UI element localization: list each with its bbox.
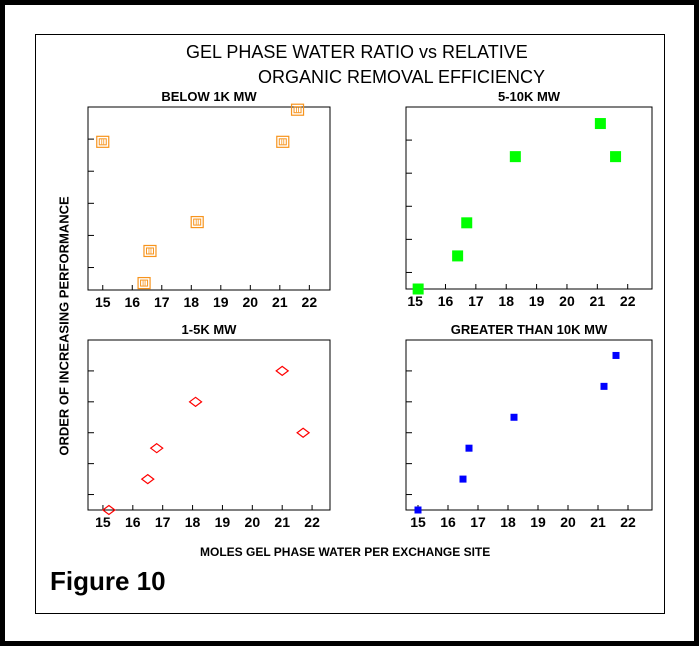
data-point	[190, 215, 204, 229]
chart-panel-2: 5-10K MW 15 16 17 18 19 20 21 22	[405, 89, 653, 309]
x-tick-label: 18	[500, 514, 516, 530]
data-point	[610, 151, 622, 163]
x-tick-label: 19	[530, 514, 546, 530]
data-point	[465, 444, 473, 452]
x-tick-label: 22	[304, 514, 320, 530]
x-tick-label: 18	[498, 293, 514, 309]
data-point	[143, 244, 157, 258]
x-tick-label: 15	[95, 514, 111, 530]
x-tick-label: 19	[529, 293, 545, 309]
x-tick-label: 22	[620, 293, 636, 309]
data-point	[459, 475, 467, 483]
x-tick-label: 20	[560, 514, 576, 530]
data-point	[96, 135, 110, 148]
x-tick-label: 16	[440, 514, 456, 530]
plot-area	[87, 106, 331, 291]
x-tick-label: 21	[590, 293, 606, 309]
x-tick-label: 17	[468, 293, 484, 309]
x-tick-label: 22	[620, 514, 636, 530]
data-point	[296, 427, 311, 438]
chart-title: GREATER THAN 10K MW	[451, 322, 608, 337]
data-point	[510, 413, 518, 421]
x-tick-label: 19	[215, 514, 231, 530]
data-point	[140, 473, 155, 485]
plot-area	[87, 339, 331, 511]
x-tick-label: 20	[245, 514, 261, 530]
x-tick-label: 20	[559, 293, 575, 309]
x-tick-label: 21	[590, 514, 606, 530]
x-tick-label: 21	[274, 514, 290, 530]
figure-panel	[35, 34, 665, 614]
x-tick-label: 18	[185, 514, 201, 530]
x-tick-label: 15	[407, 293, 423, 309]
figure-title-line2: ORGANIC REMOVAL EFFICIENCY	[258, 67, 546, 87]
chart-panel-3: 1-5K MW 15 16 17 18 19 20 21 22	[87, 322, 331, 530]
figure-caption: Figure 10	[50, 566, 166, 596]
data-point	[461, 217, 473, 229]
chart-panel-4: GREATER THAN 10K MW 15 16 17 18 19 20 21 22	[405, 322, 653, 530]
data-point	[412, 283, 424, 295]
chart-title: 1-5K MW	[182, 322, 238, 337]
x-tick-label: 21	[272, 294, 288, 310]
data-point	[594, 118, 606, 130]
data-point	[276, 135, 290, 148]
plot-area	[405, 339, 653, 511]
x-axis-label: MOLES GEL PHASE WATER PER EXCHANGE SITE	[200, 545, 491, 559]
x-tick-label: 17	[470, 514, 486, 530]
x-tick-label: 18	[184, 294, 200, 310]
data-point	[612, 351, 620, 359]
x-tick-label: 19	[213, 294, 229, 310]
data-point	[137, 276, 151, 290]
x-tick-label: 22	[302, 294, 318, 310]
x-tick-label: 15	[410, 514, 426, 530]
data-point	[188, 396, 203, 408]
data-point	[414, 506, 422, 514]
x-tick-label: 17	[155, 514, 171, 530]
x-tick-label: 17	[154, 294, 170, 310]
data-point	[290, 103, 305, 116]
chart-panel-1: BELOW 1K MW 15 16 17 18 19 20 21 22	[87, 89, 331, 310]
x-tick-label: 16	[438, 293, 454, 309]
chart-title: 5-10K MW	[498, 89, 561, 104]
data-point	[101, 504, 116, 516]
data-point	[149, 442, 164, 454]
x-tick-label: 16	[125, 514, 141, 530]
x-tick-label: 20	[243, 294, 259, 310]
figure-title-line1: GEL PHASE WATER RATIO vs RELATIVE	[186, 42, 528, 62]
x-tick-label: 16	[124, 294, 140, 310]
x-tick-label: 15	[95, 294, 111, 310]
data-point	[275, 365, 290, 377]
data-point	[452, 250, 464, 262]
plot-area	[405, 106, 653, 290]
chart-title: BELOW 1K MW	[161, 89, 257, 104]
data-point	[509, 151, 521, 163]
data-point	[600, 382, 608, 390]
